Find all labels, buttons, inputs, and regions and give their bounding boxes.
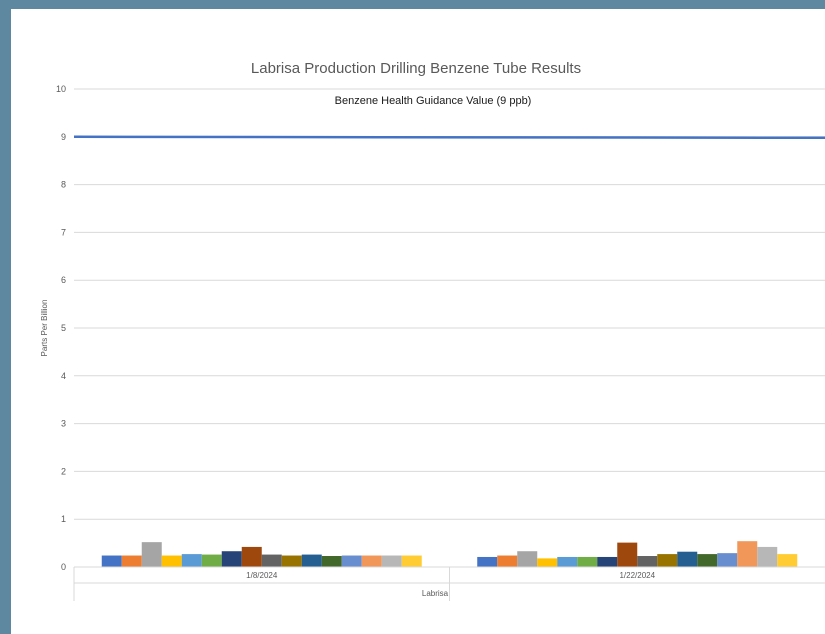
bar	[161, 555, 182, 567]
gridlines	[74, 88, 825, 568]
bar	[101, 555, 122, 567]
x-axis-label: Labrisa	[422, 589, 449, 598]
y-tick-labels: 0 1 2 3 4 5 6 7 8 9 10	[56, 84, 66, 572]
bar	[697, 554, 718, 567]
bar	[617, 542, 638, 567]
bar	[517, 551, 538, 567]
bar	[281, 555, 302, 567]
bar-series	[101, 541, 798, 567]
bar	[477, 556, 498, 567]
x-tick-label: 1/8/2024	[246, 571, 278, 580]
bar	[301, 554, 322, 567]
bar	[557, 556, 578, 567]
x-axis: 1/8/2024 1/22/2024	[73, 566, 825, 601]
benzene-bar-chart: Labrisa Production Drilling Benzene Tube…	[40, 60, 825, 601]
bar	[677, 551, 698, 567]
bar	[637, 556, 658, 567]
bar	[497, 555, 518, 567]
bar	[401, 555, 422, 567]
y-tick-label: 4	[61, 371, 66, 381]
bar	[537, 558, 558, 567]
bar	[221, 551, 242, 567]
bar	[241, 546, 262, 567]
y-tick-label: 6	[61, 275, 66, 285]
y-tick-label: 0	[61, 562, 66, 572]
bar	[141, 542, 162, 567]
bar	[777, 554, 798, 567]
bar	[757, 546, 778, 567]
x-tick-label: 1/22/2024	[619, 571, 655, 580]
y-tick-label: 8	[61, 180, 66, 190]
y-tick-label: 2	[61, 466, 66, 476]
y-tick-label: 9	[61, 132, 66, 142]
y-tick-label: 3	[61, 419, 66, 429]
bar	[341, 555, 362, 567]
y-axis-label: Parts Per Billion	[40, 300, 49, 357]
reference-line	[73, 135, 825, 140]
bar	[361, 555, 382, 567]
reference-line-label: Benzene Health Guidance Value (9 ppb)	[335, 95, 532, 107]
bar	[261, 554, 282, 567]
chart-title: Labrisa Production Drilling Benzene Tube…	[251, 60, 581, 77]
y-tick-label: 1	[61, 514, 66, 524]
bar	[181, 554, 202, 567]
y-tick-label: 10	[56, 84, 66, 94]
bar	[597, 556, 618, 567]
bar	[717, 553, 738, 567]
bar	[577, 556, 598, 567]
bar	[381, 555, 402, 567]
bar	[657, 554, 678, 567]
bar	[121, 555, 142, 567]
chart-panel: Labrisa Production Drilling Benzene Tube…	[11, 9, 825, 634]
bar	[321, 556, 342, 567]
y-tick-label: 7	[61, 227, 66, 237]
bar	[737, 541, 758, 567]
y-tick-label: 5	[61, 323, 66, 333]
bar	[201, 554, 222, 567]
